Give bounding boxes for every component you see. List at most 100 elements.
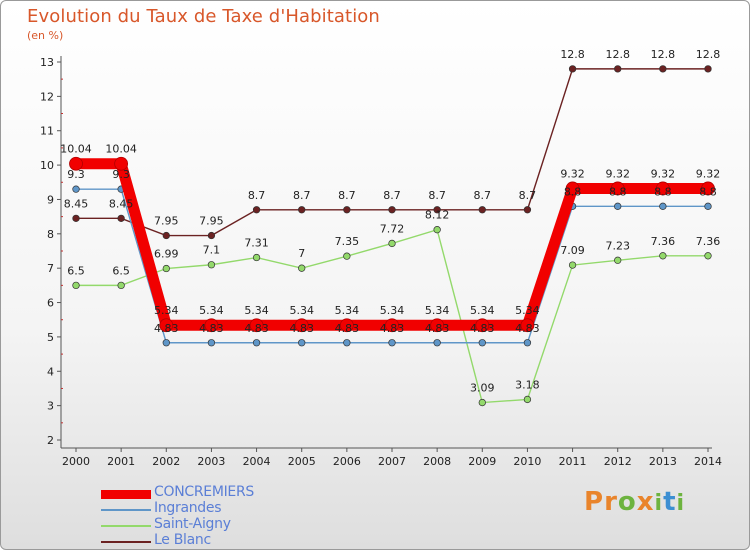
series-point [430, 318, 445, 333]
data-label: 5.34 [154, 304, 179, 317]
data-label: 5.34 [289, 304, 314, 317]
series-point [614, 202, 622, 210]
data-label: 5.34 [335, 304, 360, 317]
series-point [704, 252, 712, 260]
data-label: 4.83 [470, 322, 495, 335]
y-tick-label: 12 [40, 90, 54, 103]
y-tick-label: 11 [40, 125, 54, 138]
y-tick-label: 7 [47, 262, 54, 275]
data-label: 7.95 [199, 215, 224, 228]
series-point [520, 318, 535, 333]
data-label: 7.31 [244, 237, 269, 250]
data-label: 8.7 [293, 189, 311, 202]
y-tick-label: 8 [47, 228, 54, 241]
x-tick-label: 2006 [333, 455, 361, 468]
data-label: 6.5 [112, 264, 130, 277]
data-label: 9.32 [696, 167, 721, 180]
series-point [433, 339, 441, 347]
x-tick-label: 2008 [423, 455, 451, 468]
data-label: 8.45 [109, 197, 134, 210]
legend-item: Saint-Aigny [101, 516, 361, 534]
legend-item: Ingrandes [101, 500, 361, 518]
data-label: 12.8 [560, 48, 585, 61]
data-label: 12.8 [696, 48, 721, 61]
y-tick-label: 13 [40, 56, 54, 69]
data-label: 8.7 [519, 189, 537, 202]
data-label: 10.04 [105, 143, 137, 156]
data-label: 9.32 [651, 167, 676, 180]
data-label: 9.32 [605, 167, 630, 180]
data-label: 4.83 [425, 322, 450, 335]
y-tick-label: 6 [47, 297, 54, 310]
legend-item: Le Blanc [101, 532, 361, 549]
series-point [433, 226, 441, 234]
series-point [294, 318, 309, 333]
series-point [385, 318, 399, 333]
legend-swatch [101, 541, 151, 543]
data-label: 7.09 [560, 244, 585, 257]
chart-data-labels: 10.04 10.04 5.34 5.34 5.34 5.34 5.34 5.34 5.34 5.… [60, 48, 720, 395]
data-label: 7.36 [696, 235, 721, 248]
data-label: 4.83 [380, 322, 405, 335]
series-point [478, 339, 486, 347]
series-point [614, 65, 622, 73]
x-tick-label: 2014 [694, 455, 722, 468]
y-tick-label: 4 [47, 365, 54, 378]
data-label: 6.99 [154, 248, 179, 261]
legend-label: Ingrandes [154, 500, 222, 516]
series-point [388, 239, 396, 248]
chart-series [69, 65, 715, 407]
series-point [343, 252, 351, 260]
chart-title: Evolution du Taux de Taxe d'Habitation [27, 6, 380, 27]
data-label: 8.7 [338, 189, 356, 202]
data-label: 7.72 [380, 222, 405, 235]
legend-item: CONCREMIERS [101, 484, 361, 502]
series-point [72, 281, 80, 290]
x-tick-label: 2002 [152, 455, 180, 468]
y-tick-label: 2 [47, 434, 54, 447]
series-point [523, 206, 532, 214]
series-point [388, 206, 396, 214]
y-tick-label: 10 [40, 159, 54, 172]
y-tick-label: 9 [47, 193, 54, 206]
data-label: 6.5 [67, 264, 85, 277]
series-point [72, 214, 80, 223]
data-label: 5.34 [244, 304, 269, 317]
series-point [343, 339, 351, 347]
data-label: 12.8 [651, 48, 676, 61]
series-point [114, 156, 129, 171]
data-label: 4.83 [289, 322, 314, 335]
legend-swatch [101, 509, 151, 511]
data-label: 7.35 [335, 235, 360, 248]
series-point [704, 65, 712, 73]
data-label: 4.83 [244, 322, 269, 335]
data-label: 4.83 [199, 322, 224, 335]
data-label: 4.83 [335, 322, 360, 335]
series-point [343, 206, 351, 214]
series-point [659, 252, 667, 260]
data-label: 3.09 [470, 382, 495, 395]
data-label: 4.83 [515, 322, 540, 335]
data-label: 9.3 [67, 168, 85, 181]
chart-legend: CONCREMIERS Ingrandes Saint-Aigny Le Blanc [101, 484, 361, 549]
x-tick-label: 2007 [378, 455, 406, 468]
series-point [162, 339, 170, 347]
x-tick-label: 2003 [197, 455, 225, 468]
series-point [159, 318, 174, 333]
brand-letter: x [636, 487, 655, 517]
brand-letter: i [654, 491, 664, 516]
data-label: 8.8 [609, 185, 627, 198]
series-point [568, 261, 577, 269]
data-label: 8.7 [474, 189, 492, 202]
data-label: 7.1 [203, 244, 221, 257]
series-point [614, 256, 622, 264]
series-point [701, 181, 715, 196]
brand-letter: i [676, 491, 686, 516]
data-label: 5.34 [470, 304, 495, 317]
series-point [298, 206, 306, 214]
brand-letter: o [617, 487, 637, 517]
data-label: 10.04 [60, 143, 92, 156]
series-point [204, 318, 219, 333]
legend-label: CONCREMIERS [154, 484, 254, 500]
